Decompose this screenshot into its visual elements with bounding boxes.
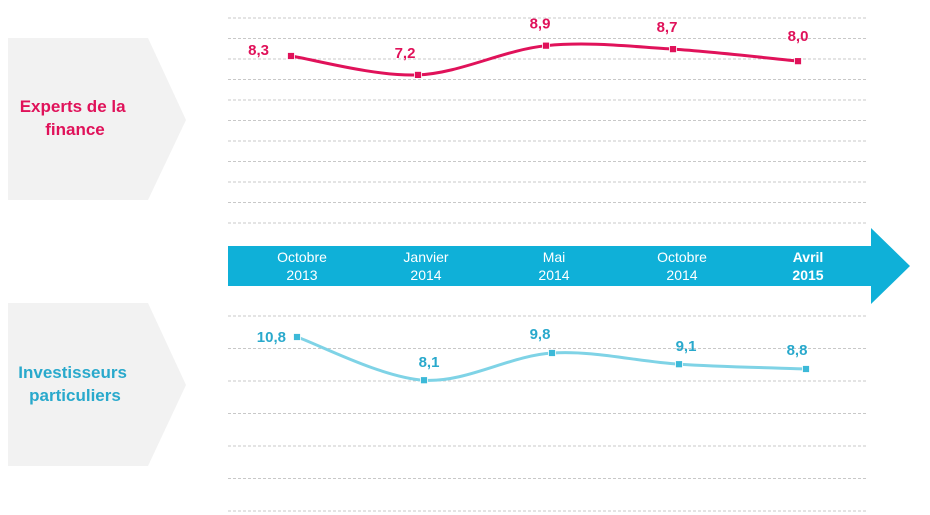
finance-panel-shape bbox=[8, 38, 186, 200]
finance-data-point bbox=[287, 52, 295, 60]
investor-data-point bbox=[293, 333, 301, 341]
investor-panel-label: Investisseurs particuliers bbox=[18, 363, 131, 405]
timeline-year-label: 2014 bbox=[538, 267, 569, 283]
investor-series-line bbox=[296, 335, 807, 382]
investor-data-point bbox=[420, 376, 428, 385]
timeline-year-label: 2015 bbox=[792, 267, 823, 283]
investor-value-label: 8,1 bbox=[419, 354, 440, 371]
investor-label-line-1: Investisseurs bbox=[18, 363, 127, 382]
investor-series: 10,8 8,1 9,8 9,1 8,8 bbox=[257, 326, 810, 385]
finance-gridlines bbox=[228, 17, 866, 224]
investor-value-label: 8,8 bbox=[787, 342, 808, 359]
timeline-year-label: 2014 bbox=[666, 267, 697, 283]
investor-value-label: 10,8 bbox=[257, 329, 286, 346]
timeline-month-label: Avril bbox=[793, 249, 824, 265]
finance-data-point bbox=[794, 57, 802, 66]
finance-value-label: 8,7 bbox=[657, 19, 678, 36]
investor-panel-shape bbox=[8, 303, 186, 466]
finance-label-line-1: Experts de la bbox=[20, 97, 126, 116]
finance-panel-label: Experts de la finance bbox=[20, 97, 131, 139]
investor-value-label: 9,1 bbox=[676, 338, 697, 355]
investor-data-point bbox=[675, 360, 683, 369]
investor-value-label: 9,8 bbox=[530, 326, 551, 343]
investor-data-point bbox=[548, 349, 556, 357]
finance-label-line-2: finance bbox=[45, 120, 105, 139]
timeline-month-label: Janvier bbox=[403, 249, 448, 265]
investor-label-line-2: particuliers bbox=[29, 386, 121, 405]
finance-value-label: 7,2 bbox=[395, 45, 416, 62]
timeline-year-label: 2013 bbox=[286, 267, 317, 283]
timeline-month-label: Octobre bbox=[277, 249, 327, 265]
finance-series: 8,3 7,2 8,9 8,7 8,0 bbox=[248, 16, 808, 79]
investor-data-point bbox=[802, 365, 810, 373]
finance-value-label: 8,9 bbox=[530, 16, 551, 33]
timeline-month-label: Octobre bbox=[657, 249, 707, 265]
finance-data-point bbox=[542, 41, 550, 50]
timeline-labels: Octobre 2013 Janvier 2014 Mai 2014 Octobre 2014… bbox=[277, 249, 824, 283]
timeline-month-label: Mai bbox=[543, 249, 566, 265]
timeline-year-label: 2014 bbox=[410, 267, 441, 283]
finance-value-label: 8,3 bbox=[248, 42, 269, 59]
finance-data-point bbox=[669, 45, 677, 54]
finance-value-label: 8,0 bbox=[788, 28, 809, 45]
timeline-arrow bbox=[228, 228, 910, 304]
finance-data-point bbox=[414, 71, 422, 79]
investor-gridlines bbox=[228, 315, 866, 512]
